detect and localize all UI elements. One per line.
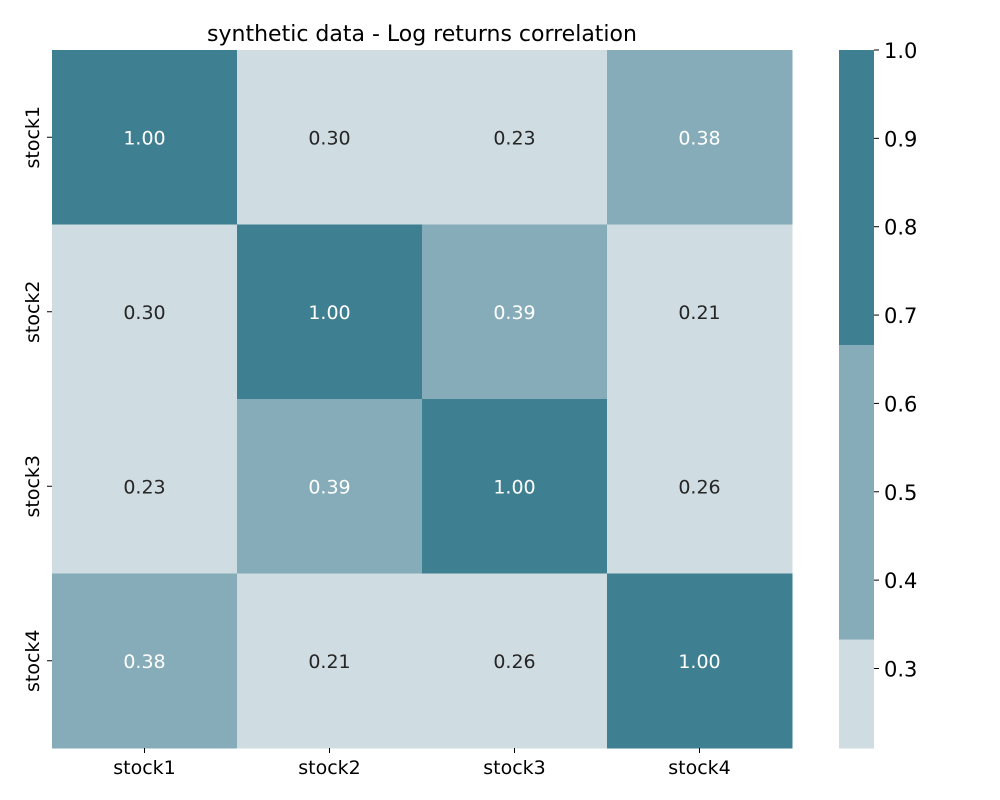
colorbar-segment (839, 639, 874, 749)
x-tick-label: stock2 (298, 757, 361, 779)
colorbar-tick-label: 0.7 (884, 304, 917, 328)
cell-value-label: 0.38 (123, 651, 165, 673)
heatmap-cell (422, 50, 608, 225)
heatmap-cell (422, 573, 608, 749)
y-tick-label: stock3 (22, 455, 44, 518)
heatmap-cell (422, 399, 608, 574)
cell-value-label: 1.00 (308, 302, 350, 324)
y-tick-label: stock4 (22, 629, 44, 692)
cell-value-label: 0.26 (493, 651, 535, 673)
colorbar-tick-label: 0.9 (884, 127, 917, 151)
heatmap-cell (607, 50, 793, 225)
heatmap-cell (52, 224, 238, 400)
heatmap-cell (237, 573, 423, 749)
cell-value-label: 0.30 (123, 302, 165, 324)
colorbar-tick-label: 0.6 (884, 392, 917, 416)
cell-value-label: 0.39 (493, 302, 535, 324)
heatmap-cell (422, 224, 608, 400)
heatmap-cell (52, 50, 238, 225)
cell-value-label: 0.21 (308, 651, 350, 673)
cell-value-label: 0.38 (678, 127, 720, 149)
colorbar-segment (839, 344, 874, 640)
colorbar-segment (839, 50, 874, 345)
x-tick-label: stock3 (483, 757, 546, 779)
colorbar-tick-label: 0.8 (884, 216, 917, 240)
colorbar-tick-label: 1.0 (884, 39, 917, 63)
x-tick-label: stock1 (113, 757, 176, 779)
colorbar-tick-label: 0.3 (884, 657, 917, 681)
y-axis: stock1 stock2 stock3 stock4 (22, 106, 52, 692)
cell-value-label: 0.21 (678, 302, 720, 324)
cell-value-label: 0.30 (308, 127, 350, 149)
heatmap-cell (607, 573, 793, 749)
chart-title: synthetic data - Log returns correlation (207, 22, 637, 47)
colorbar-tick-label: 0.5 (884, 481, 917, 505)
cell-value-label: 0.39 (308, 476, 350, 498)
heatmap-cell (237, 224, 423, 400)
heatmap-cells (52, 50, 793, 749)
cell-value-label: 1.00 (493, 476, 535, 498)
colorbar: 0.3 0.4 0.5 0.6 0.7 0.8 0.9 1.0 (839, 39, 917, 749)
cell-value-label: 0.23 (493, 127, 535, 149)
x-axis: stock1 stock2 stock3 stock4 (113, 748, 731, 779)
cell-annotations: 1.00 0.30 0.23 0.38 0.30 1.00 0.39 0.21 0.23 0.39… (123, 127, 720, 673)
x-tick-label: stock4 (668, 757, 731, 779)
heatmap-cell (237, 399, 423, 574)
y-tick-label: stock1 (22, 106, 44, 169)
cell-value-label: 0.23 (123, 476, 165, 498)
cell-value-label: 0.26 (678, 476, 720, 498)
heatmap-cell (237, 50, 423, 225)
y-tick-label: stock2 (22, 280, 44, 343)
heatmap-cell (607, 399, 793, 574)
heatmap-cell (52, 573, 238, 749)
cell-value-label: 1.00 (123, 127, 165, 149)
heatmap-cell (607, 224, 793, 400)
cell-value-label: 1.00 (678, 651, 720, 673)
colorbar-tick-label: 0.4 (884, 569, 917, 593)
heatmap-cell (52, 399, 238, 574)
